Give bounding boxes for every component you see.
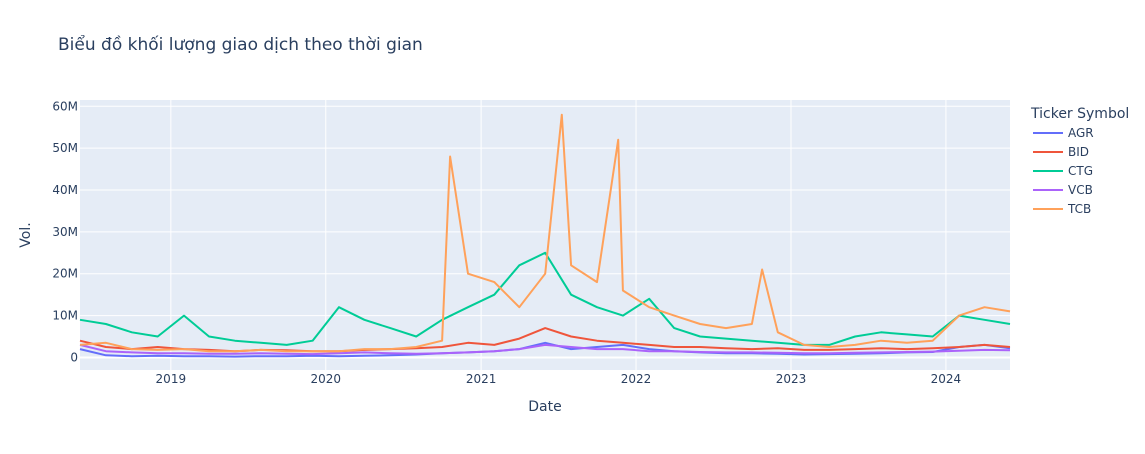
legend-title: Ticker Symbol [1030,106,1129,122]
series-lines [79,113,1011,358]
x-tick-label: 2019 [156,372,187,386]
x-tick-label: 2024 [931,372,962,386]
plot-area [80,100,1010,370]
series-line-vcb [79,343,1011,356]
y-tick-labels: 0 10M 20M 30M 40M 50M 60M [52,99,78,364]
y-tick-label: 60M [52,99,78,113]
legend-items[interactable]: AGR BID CTG VCB TCB [1033,126,1094,216]
x-tick-label: 2023 [776,372,807,386]
legend-label: AGR [1068,126,1094,140]
legend-item-bid[interactable]: BID [1033,145,1089,159]
chart-title: Biểu đồ khối lượng giao dịch theo thời g… [58,34,423,55]
y-tick-label: 10M [52,309,78,323]
x-tick-label: 2020 [310,372,341,386]
y-axis-label: Vol. [18,222,34,247]
legend-label: VCB [1068,183,1093,197]
legend-item-agr[interactable]: AGR [1033,126,1094,140]
y-tick-label: 30M [52,225,78,239]
series-line-ctg [79,251,1011,346]
y-tick-label: 40M [52,183,78,197]
y-tick-label: 50M [52,141,78,155]
x-tick-labels: 2019 2020 2021 2022 2023 2024 [156,372,962,386]
legend-item-ctg[interactable]: CTG [1033,164,1093,178]
y-tick-label: 20M [52,267,78,281]
series-line-tcb [79,113,1011,353]
x-tick-label: 2021 [466,372,497,386]
legend-item-tcb[interactable]: TCB [1033,202,1091,216]
legend-label: CTG [1068,164,1093,178]
x-axis-label: Date [528,399,561,415]
legend[interactable]: Ticker Symbol AGR BID CTG VCB TCB [1030,106,1129,216]
legend-label: TCB [1067,202,1091,216]
x-tick-label: 2022 [621,372,652,386]
legend-item-vcb[interactable]: VCB [1033,183,1093,197]
y-tick-label: 0 [70,350,78,364]
legend-label: BID [1068,145,1089,159]
